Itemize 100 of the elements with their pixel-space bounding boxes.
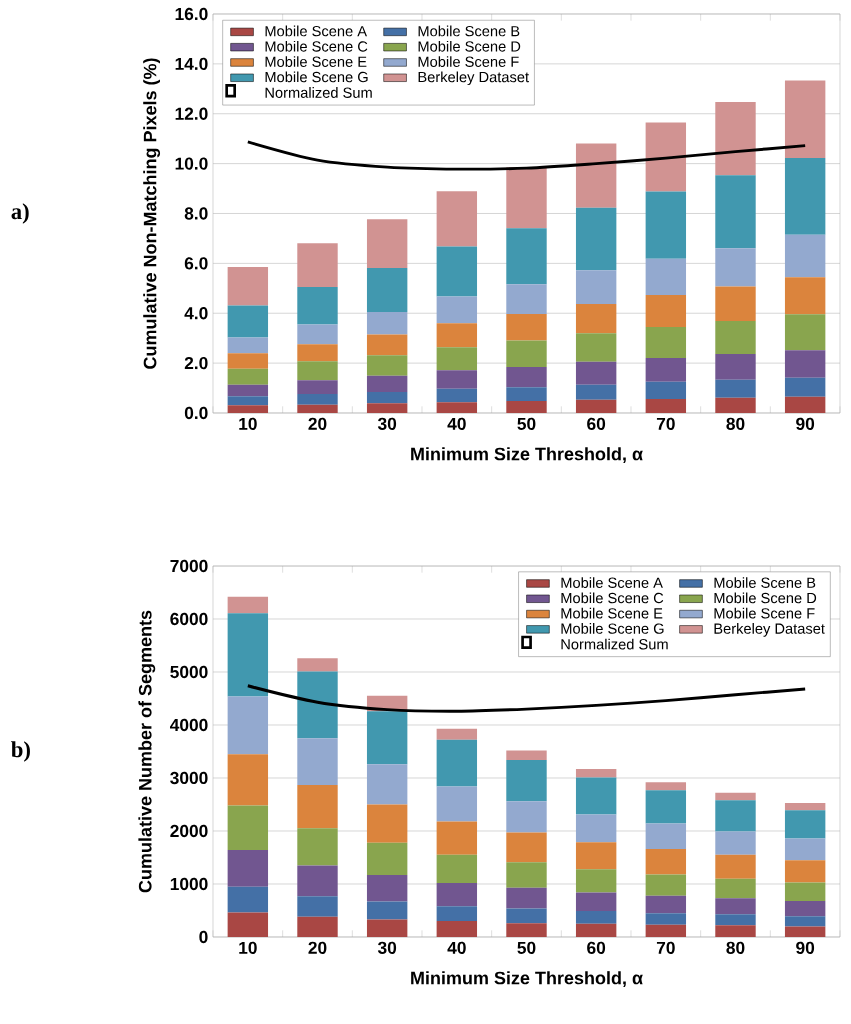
bar — [506, 887, 547, 909]
legend-label: Mobile Scene D — [714, 592, 817, 604]
bar — [715, 914, 756, 926]
x-axis-title: Minimum Size Threshold, α — [411, 447, 643, 463]
x-tick-label: 30 — [377, 941, 397, 954]
bar — [227, 384, 269, 397]
bar — [297, 287, 338, 325]
bar — [227, 353, 269, 369]
bar — [366, 355, 408, 376]
bar — [366, 804, 408, 843]
bar — [645, 913, 687, 925]
bar — [366, 375, 408, 393]
bar — [645, 790, 687, 824]
bar — [645, 381, 687, 400]
legend-label: Mobile Scene C — [561, 592, 664, 604]
bar — [436, 728, 478, 740]
bar — [227, 613, 269, 697]
bar — [506, 923, 547, 937]
bar — [227, 886, 269, 913]
bar — [436, 882, 478, 907]
bar — [297, 828, 338, 866]
x-tick-label: 50 — [517, 941, 536, 954]
bar — [227, 696, 269, 755]
bar — [436, 296, 478, 324]
y-tick-label: 10.0 — [175, 157, 208, 170]
y-tick-label: 0.0 — [184, 406, 208, 420]
bar — [715, 397, 756, 413]
bar — [784, 900, 826, 917]
bar — [715, 792, 756, 801]
x-tick-label: 10 — [239, 417, 257, 430]
x-tick-label: 70 — [656, 941, 675, 954]
bar — [506, 387, 547, 402]
bar — [297, 916, 338, 937]
y-tick-label: 6000 — [170, 612, 208, 626]
x-tick-label: 40 — [447, 941, 466, 954]
bar — [575, 207, 617, 271]
bar — [506, 759, 547, 802]
bar — [645, 326, 687, 358]
bar — [715, 353, 756, 380]
x-axis-title: Minimum Size Threshold, α — [411, 971, 643, 987]
bar — [506, 167, 547, 229]
bar — [784, 802, 826, 811]
y-tick-label: 7000 — [170, 559, 208, 573]
y-tick-label: 8.0 — [184, 207, 208, 220]
x-tick-label: 90 — [796, 941, 815, 954]
x-tick-label: 60 — [587, 941, 606, 954]
bar — [506, 284, 547, 314]
legend-label: Normalized Sum — [265, 87, 372, 98]
bar — [575, 399, 617, 413]
y-tick-label: 3000 — [170, 771, 208, 785]
bar — [227, 912, 269, 937]
x-tick-label: 30 — [377, 417, 397, 430]
y-tick-label: 14.0 — [175, 57, 208, 70]
legend-label: Mobile Scene C — [265, 40, 368, 52]
bar — [575, 270, 617, 305]
bar — [436, 402, 478, 413]
bar — [715, 925, 756, 937]
bar — [784, 860, 826, 883]
bar — [366, 874, 408, 902]
bar — [436, 854, 478, 883]
x-tick-label: 80 — [726, 417, 745, 430]
legend-label: Mobile Scene B — [714, 577, 816, 588]
bar — [575, 143, 617, 208]
bar — [227, 805, 269, 851]
y-tick-label: 12.0 — [175, 107, 208, 120]
bar — [297, 380, 338, 395]
bar — [506, 908, 547, 924]
bar — [784, 350, 826, 378]
legend-label: Berkeley Dataset — [714, 623, 825, 637]
bar — [227, 850, 269, 887]
bar — [784, 277, 826, 315]
text: a) — [11, 203, 29, 224]
bar — [784, 234, 826, 278]
bar — [366, 268, 408, 312]
bar — [784, 916, 826, 927]
bar — [645, 895, 687, 914]
bar — [227, 754, 269, 806]
bar — [715, 248, 756, 287]
bar — [227, 267, 269, 306]
text: b) — [11, 741, 30, 762]
line-series — [246, 684, 807, 713]
y-tick-label: 1000 — [170, 877, 208, 891]
x-tick-label: 40 — [447, 417, 466, 430]
bar — [366, 764, 408, 805]
bar — [227, 368, 269, 385]
bar — [715, 175, 756, 249]
bar — [645, 849, 687, 875]
x-tick-label: 70 — [656, 417, 675, 430]
legend-label: Mobile Scene G — [265, 71, 368, 83]
bar — [715, 379, 756, 398]
bar — [645, 874, 687, 896]
bar — [575, 842, 617, 870]
bar — [784, 157, 826, 235]
bar — [436, 906, 478, 922]
legend-label: Berkeley Dataset — [418, 71, 529, 86]
bar — [366, 711, 408, 765]
bar — [436, 246, 478, 297]
bar — [575, 361, 617, 385]
bar — [784, 882, 826, 901]
bar — [715, 898, 756, 915]
